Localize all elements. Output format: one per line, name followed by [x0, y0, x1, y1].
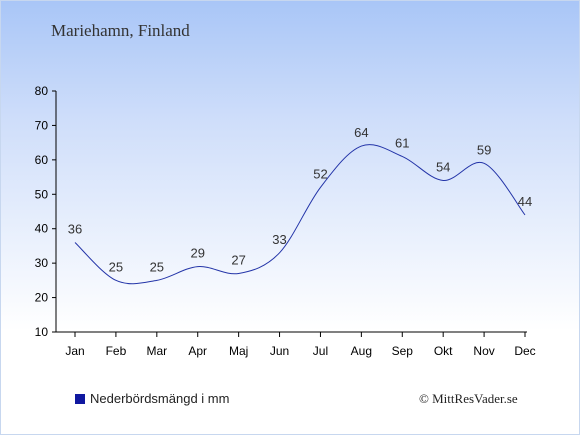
y-tick-label: 50 — [35, 187, 49, 201]
data-label: 61 — [395, 135, 409, 150]
x-tick-label: Aug — [351, 344, 372, 358]
chart-title: Mariehamn, Finland — [51, 21, 190, 40]
x-tick-label: Sep — [392, 344, 414, 358]
data-label: 27 — [231, 252, 245, 267]
y-tick-label: 10 — [35, 325, 49, 339]
x-tick-label: Nov — [473, 344, 494, 358]
x-tick-label: Jul — [313, 344, 328, 358]
legend-swatch — [75, 393, 85, 404]
data-label: 36 — [68, 221, 82, 236]
y-tick-label: 20 — [35, 291, 49, 305]
data-label: 33 — [272, 232, 286, 247]
x-tick-label: Jun — [270, 344, 289, 358]
data-label: 54 — [436, 160, 450, 175]
x-tick-label: Dec — [514, 344, 535, 358]
data-label: 44 — [518, 194, 532, 209]
y-tick-label: 30 — [35, 256, 49, 270]
y-tick-label: 70 — [35, 118, 49, 132]
x-tick-label: Maj — [229, 344, 248, 358]
y-tick-label: 80 — [35, 84, 49, 98]
data-label: 59 — [477, 142, 491, 157]
x-tick-label: Jan — [65, 344, 84, 358]
legend-label: Nederbördsmängd i mm — [90, 391, 230, 406]
y-tick-label: 40 — [35, 222, 49, 236]
data-label: 29 — [190, 246, 204, 261]
data-label: 25 — [150, 259, 164, 274]
x-tick-label: Feb — [106, 344, 127, 358]
series-line — [74, 144, 526, 285]
x-tick-label: Apr — [188, 344, 207, 358]
copyright-text: © MittResVader.se — [419, 391, 518, 406]
data-label: 52 — [313, 166, 327, 181]
x-tick-label: Mar — [146, 344, 167, 358]
data-label: 25 — [109, 259, 123, 274]
y-tick-label: 60 — [35, 153, 49, 167]
legend: Nederbördsmängd i mm — [75, 391, 229, 406]
data-label: 64 — [354, 125, 368, 140]
x-tick-label: Okt — [434, 344, 453, 358]
